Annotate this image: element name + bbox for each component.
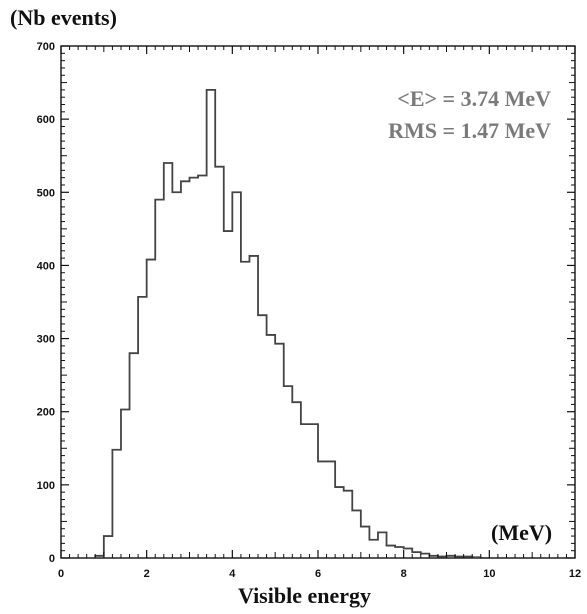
histogram-bar — [455, 557, 464, 558]
histogram-bar — [352, 510, 361, 558]
y-tick-label: 200 — [37, 407, 55, 419]
histogram-bar — [258, 315, 267, 558]
y-tick-label: 700 — [37, 41, 55, 53]
histogram-bar — [429, 556, 438, 558]
mean-stat-label: <E> = 3.74 MeV — [397, 86, 551, 111]
histogram-bar — [335, 487, 344, 558]
histogram-bar — [378, 532, 387, 558]
histogram-bar — [318, 461, 327, 558]
histogram-bar — [387, 546, 396, 558]
y-tick-label: 500 — [37, 187, 55, 199]
histogram-bar — [361, 527, 370, 558]
histogram-bar — [207, 90, 216, 558]
histogram-bar — [275, 344, 284, 558]
histogram-bar — [284, 386, 293, 558]
histogram-bar — [164, 163, 173, 558]
histogram-bar — [130, 353, 139, 558]
x-tick-label: 6 — [315, 568, 321, 580]
histogram-bar — [404, 548, 413, 558]
y-tick-label: 100 — [37, 480, 55, 492]
histogram-bar — [190, 178, 199, 558]
y-tick-label: 400 — [37, 260, 55, 272]
y-axis-title: (Nb events) — [10, 5, 117, 30]
x-tick-label: 12 — [569, 568, 581, 580]
histogram-bar — [172, 192, 181, 558]
histogram-bar — [147, 260, 156, 558]
histogram-bar — [104, 536, 113, 558]
histogram-bar — [112, 450, 121, 558]
histogram-bar — [421, 554, 430, 558]
histogram-bar — [395, 547, 404, 558]
histogram-bar — [181, 181, 190, 558]
histogram-bar — [412, 552, 421, 558]
y-tick-label: 0 — [49, 553, 55, 565]
x-tick-label: 8 — [401, 568, 407, 580]
y-tick-label: 300 — [37, 334, 55, 346]
histogram-bar — [309, 424, 318, 558]
histogram-bar — [447, 556, 456, 558]
x-tick-label: 2 — [144, 568, 150, 580]
histogram-outline — [94, 88, 490, 559]
y-tick-label: 600 — [37, 114, 55, 126]
axes-group: 0 2 4 6 8 10 12 0 100 200 300 400 500 600 700 — [37, 41, 581, 580]
histogram-bar — [241, 262, 250, 558]
histogram-bar — [121, 410, 130, 558]
histogram-bar — [327, 461, 336, 558]
histogram-bar — [301, 424, 310, 558]
rms-stat-label: RMS = 1.47 MeV — [388, 118, 551, 143]
x-unit-label: (MeV) — [491, 520, 552, 545]
histogram-bar — [138, 297, 147, 558]
histogram-bar — [464, 557, 473, 558]
histogram-bar — [292, 402, 301, 558]
histogram-bar — [249, 256, 258, 558]
histogram-bar — [155, 200, 164, 558]
histogram-bar — [344, 491, 353, 558]
histogram-bar — [95, 556, 104, 558]
x-tick-label: 10 — [483, 568, 495, 580]
histogram-bar — [198, 175, 207, 558]
histogram-bars — [94, 88, 490, 559]
histogram-bar — [232, 192, 241, 558]
histogram-bar — [215, 167, 224, 558]
x-tick-label: 4 — [229, 568, 236, 580]
histogram-bar — [224, 231, 233, 558]
x-tick-label: 0 — [58, 568, 64, 580]
histogram-bar — [267, 335, 276, 558]
histogram-bar — [369, 540, 378, 558]
x-axis-title: Visible energy — [238, 583, 371, 608]
histogram-bar — [438, 557, 447, 558]
histogram-bar — [472, 557, 481, 558]
